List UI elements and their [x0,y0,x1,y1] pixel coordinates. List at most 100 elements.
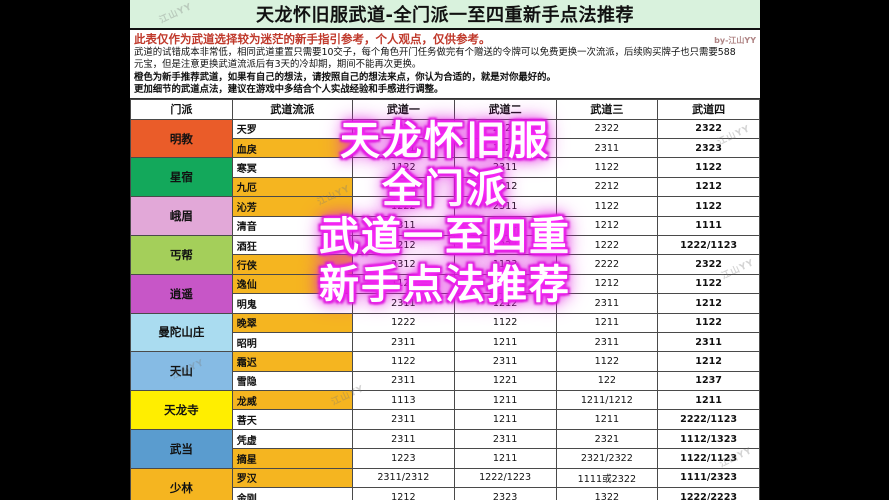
stream-cell: 寒冥 [231,157,354,178]
wudao-4-cell: 1212 [657,351,760,372]
wudao-3-cell: 1211 [555,312,659,333]
wudao-4-cell: 1212 [657,293,760,314]
wudao-2-cell: 1211 [453,409,557,430]
wudao-1-cell: 1122 [352,157,455,178]
stream-cell: 凭虚 [231,428,354,450]
wudao-3-cell: 1222 [555,234,659,256]
wudao-3-cell: 2321/2322 [555,448,659,469]
sect-cell: 武当 [130,428,233,469]
wudao-2-cell: 1211 [453,390,557,411]
wudao-2-cell: 2311 [453,273,557,295]
stream-cell: 龙威 [231,390,354,411]
wudao-2-cell: 1211 [453,331,557,353]
wudao-1-cell: 1113 [352,390,455,411]
stream-cell: 霜迟 [231,351,354,372]
stream-cell: 雪隐 [231,370,354,392]
wudao-3-cell: 1211/1212 [555,390,659,411]
stream-cell: 沁芳 [231,196,354,217]
wudao-2-cell: 1221 [453,370,557,392]
wudao-4-cell: 1112/1323 [657,428,760,450]
stream-cell: 晚翠 [231,312,354,333]
wudao-4-cell: 2322 [657,254,760,275]
stream-cell: 逸仙 [231,273,354,295]
wudao-3-cell: 1122 [555,157,659,178]
wudao-4-cell: 1122/1123 [657,448,760,469]
stream-cell: 清音 [231,215,354,236]
wudao-2-cell: 1212 [453,293,557,314]
wudao-3-cell: 2311 [555,331,659,353]
note-line-4: 更加细节的武道点法，建议在游戏中多结合个人实战经验和手感进行调整。 [134,84,444,96]
stream-cell: 天罗 [231,118,354,140]
table-row: 峨眉沁芳1222231111221122加血流峨眉，兼顾PK [130,196,760,236]
wudao-1-cell: 2323 [352,118,455,140]
sect-cell: 逍遥 [130,273,233,314]
table-row: 曼陀山庄晚翠1222112212111122回血强，更适合PK [130,312,760,353]
wudao-1-cell: 1223 [352,448,455,469]
table-row: 行侠2312112322222322副本AOE、团战强势，武道四以后选千里 [131,254,760,275]
stream-cell: 昭明 [231,331,354,353]
sect-cell: 丐帮 [130,234,233,275]
page-title: 天龙怀旧服武道-全门派一至四重新手点法推荐 [256,5,634,26]
sect-cell: 天山 [130,351,233,392]
note-line-3: 橙色为新手推荐武道，如果有自己的想法，请按照自己的想法来点，你认为合适的，就是对… [134,71,556,83]
notes-block: 此表仅作为武道选择较为迷茫的新手指引参考，个人观点，仅供参考。 by-江山YY … [130,30,760,99]
warning-row: 此表仅作为武道选择较为迷茫的新手指引参考，个人观点，仅供参考。 by-江山YY [134,32,756,47]
table-row: 明教天罗2323222323222322有亮点，但是非常不建议选 [130,118,760,159]
wudao-4-cell: 1122 [657,196,760,217]
table-row: 清音2311121212121111暴力流打手峨眉，武道四西子可全队回血 [131,215,760,236]
table-body: 明教天罗2323222323222322有亮点，但是非常不建议选血戾231112… [130,118,760,500]
wudao-1-cell: 2311 [352,293,455,314]
col-header-sect: 门派 [130,98,233,120]
wudao-3-cell: 2311 [555,138,659,159]
wudao-1-cell: 2311 [352,409,455,430]
wudao-2-cell: 1123 [453,254,557,275]
wudao-4-cell: 1222/2223 [657,487,760,500]
wudao-3-cell: 1122 [555,351,659,372]
sect-cell: 明教 [130,118,233,159]
title-band: 江山YY 天龙怀旧服武道-全门派一至四重新手点法推荐 [130,0,760,30]
table-row: 血戾2311122223112323真·狂战士！PK副本两开花 [131,138,760,159]
wudao-1-cell: 1222 [352,196,455,217]
wudao-1-cell: 2311 [352,370,455,392]
stream-cell: 罗汉 [231,467,354,489]
sect-cell: 天龙寺 [130,390,233,430]
wudao-3-cell: 2311 [555,293,659,314]
wudao-4-cell: 2322 [657,118,760,140]
wudao-1-cell: 2212 [352,176,455,198]
wudao-2-cell: 1212 [453,176,557,198]
col-header-wd2: 武道二 [453,98,557,120]
wudao-1-cell: 1212 [352,487,455,500]
wudao-2-cell: 2311 [453,196,557,217]
wudao-4-cell: 1122 [657,157,760,178]
stream-cell: 酒狂 [231,234,354,256]
col-header-wd1: 武道一 [352,98,455,120]
col-header-wd3: 武道三 [555,98,659,120]
sect-cell: 曼陀山庄 [130,312,233,353]
wudao-3-cell: 2222 [555,254,659,275]
wudao-3-cell: 2322 [555,118,659,140]
table-row: 昭明2311121123112311武道三后更适合副本 [131,331,760,353]
stream-cell: 金刚 [231,487,354,500]
sect-cell: 少林 [130,467,233,500]
wudao-2-cell: 1122 [453,312,557,333]
table-row: 天山霜迟1122231111221212纯纯纯副本武道，刷移花接木cd [130,351,760,392]
wudao-3-cell: 1212 [555,215,659,236]
watermark: 江山YY [158,1,195,26]
stream-cell: 九厄 [231,176,354,198]
byline: by-江山YY [714,36,756,45]
wudao-2-cell: 2223 [453,234,557,256]
wudao-table: 门派 武道流派 武道一 武道二 武道三 武道四 说明 明教天罗232322232… [130,98,760,500]
wudao-2-cell: 1212 [453,215,557,236]
wudao-4-cell: 2222/1123 [657,409,760,430]
table-row: 星宿寒冥1122231111221122纯副本武道，武道四完成后可选 [130,157,760,198]
table-row: 少林 罗汉 2311/2312 1222/1223 1111或2322 1111/2323… [130,467,760,500]
table-header-row: 门派 武道流派 武道一 武道二 武道三 武道四 说明 [130,98,760,120]
wudao-3-cell: 1212 [555,273,659,295]
note-line-1: 武道的试错成本非常低，相同武道重置只需要10交子，每个角色开门任务做完有个赠送的… [134,47,736,58]
wudao-3-cell: 2212 [555,176,659,198]
wudao-1-cell: 2311 [352,215,455,236]
wudao-4-cell: 1111/2323 [657,467,760,489]
